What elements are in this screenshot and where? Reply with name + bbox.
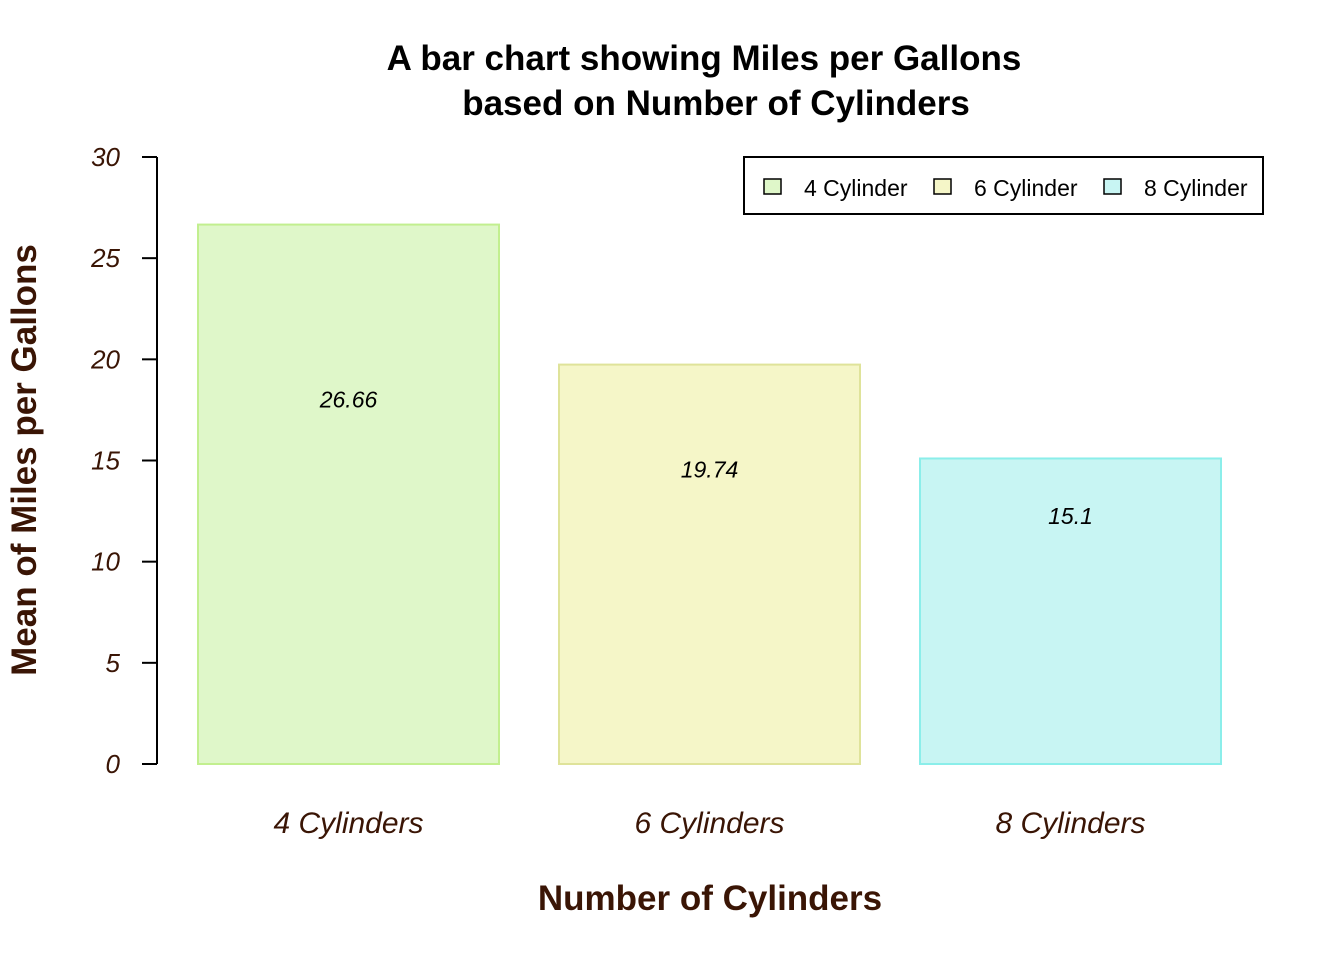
- y-tick-label: 10: [91, 547, 120, 577]
- legend-entry-label: 6 Cylinder: [974, 175, 1078, 201]
- bar: [558, 363, 861, 765]
- y-tick-label: 25: [90, 243, 120, 273]
- legend-swatch: [763, 178, 782, 195]
- y-tick-label: 20: [90, 344, 120, 374]
- x-axis-title: Number of Cylinders: [538, 879, 882, 918]
- legend-entry-label: 4 Cylinder: [804, 175, 908, 201]
- bar: [197, 223, 500, 765]
- y-axis: 0 5 10 15 20 25 30: [90, 142, 158, 779]
- legend-entry-label: 8 Cylinder: [1144, 175, 1248, 201]
- bar-value-label: 15.1: [1048, 503, 1093, 529]
- bar-value-label: 19.74: [681, 456, 739, 482]
- y-tick-label: 0: [106, 749, 121, 779]
- y-tick-label: 15: [91, 446, 120, 476]
- chart-title-line-2: based on Number of Cylinders: [462, 84, 970, 123]
- x-category-label: 6 Cylinders: [634, 807, 784, 840]
- bar: [919, 457, 1222, 765]
- y-tick-label: 30: [91, 142, 120, 172]
- x-axis-labels: 4 Cylinders 6 Cylinders 8 Cylinders: [273, 807, 1145, 840]
- y-tick-label: 5: [106, 648, 121, 678]
- bars: 26.66 19.74 15.1: [197, 223, 1222, 765]
- x-category-label: 8 Cylinders: [995, 807, 1145, 840]
- legend-swatch: [1103, 178, 1122, 195]
- legend-box: [743, 156, 1264, 215]
- bar-value-label: 26.66: [319, 386, 378, 412]
- chart-title-line-1: A bar chart showing Miles per Gallons: [387, 39, 1022, 78]
- x-category-label: 4 Cylinders: [273, 807, 423, 840]
- y-axis-title: Mean of Miles per Gallons: [5, 244, 44, 676]
- legend-swatch: [933, 178, 952, 195]
- legend: 4 Cylinder 6 Cylinder 8 Cylinder: [743, 156, 1264, 215]
